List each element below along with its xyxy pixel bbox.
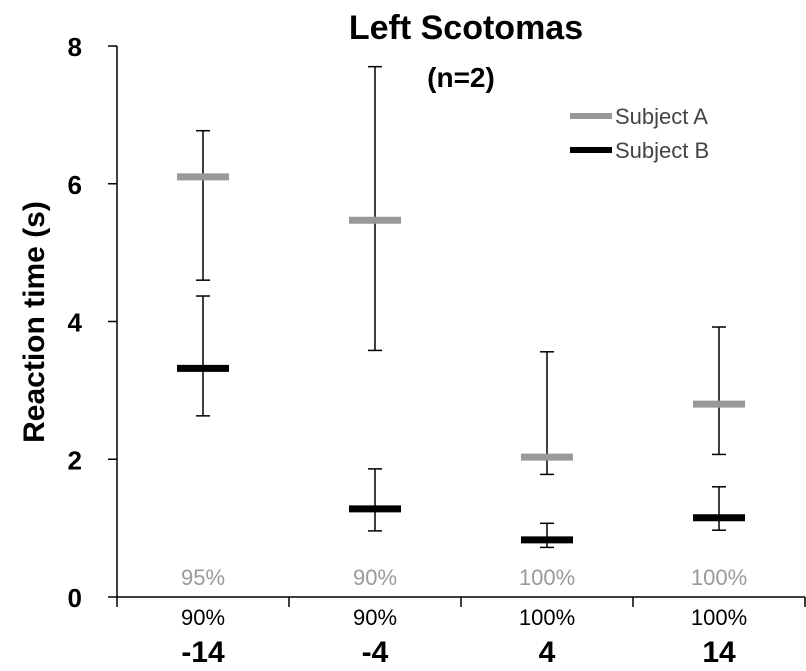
chart-subtitle: (n=2) <box>427 62 495 93</box>
accuracy-label-subject-a: 95% <box>181 565 225 590</box>
accuracy-label-subject-a: 90% <box>353 565 397 590</box>
legend-label-subject-a: Subject A <box>615 104 708 129</box>
data-marks: 95% 90% 100% 100% 90% 90% 100% 100% <box>177 65 747 630</box>
y-tick-label: 6 <box>68 170 82 200</box>
accuracy-label-subject-b: 100% <box>691 605 747 630</box>
y-tick-label: 8 <box>68 32 82 62</box>
y-tick-label: 0 <box>68 583 82 613</box>
accuracy-label-subject-b: 100% <box>519 605 575 630</box>
x-tick-label: 14 <box>702 636 736 669</box>
accuracy-label-subject-b: 90% <box>353 605 397 630</box>
legend: Subject A Subject B <box>570 104 709 163</box>
x-tick-label: -14 <box>181 636 225 669</box>
accuracy-label-subject-a: 100% <box>691 565 747 590</box>
x-tick-label: 4 <box>539 636 556 669</box>
chart-title: Left Scotomas <box>349 9 583 47</box>
y-tick-label: 4 <box>68 308 83 338</box>
axes: 0 2 4 6 8 -14 -4 4 14 <box>68 32 806 669</box>
y-tick-label: 2 <box>68 445 82 475</box>
accuracy-label-subject-b: 90% <box>181 605 225 630</box>
y-axis-label: Reaction time (s) <box>18 201 51 443</box>
accuracy-label-subject-a: 100% <box>519 565 575 590</box>
x-tick-label: -4 <box>362 636 389 669</box>
legend-label-subject-b: Subject B <box>615 138 709 163</box>
